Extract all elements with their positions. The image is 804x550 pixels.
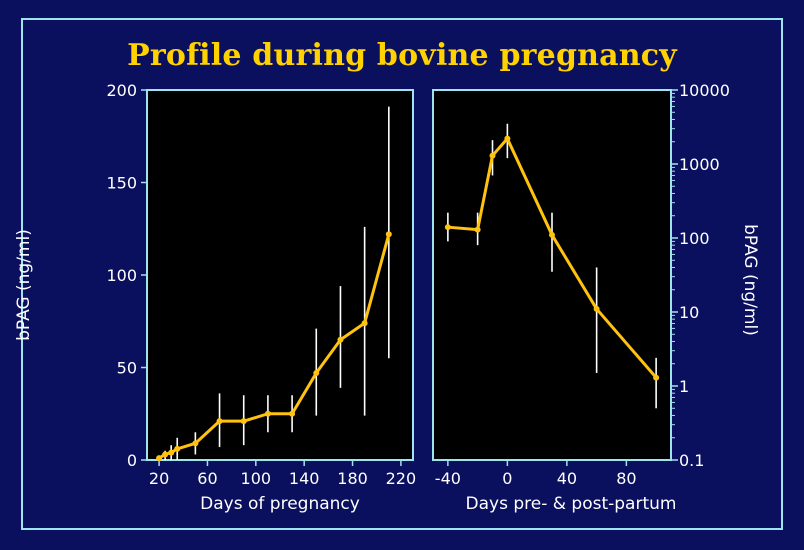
right-plot-area: [432, 89, 672, 461]
left-x-tick-label: 100: [241, 469, 272, 488]
left-y-axis-label: bPAG (ng/ml): [14, 229, 34, 341]
left-x-tick-label: 20: [149, 469, 169, 488]
right-x-tick-label: -40: [435, 469, 461, 488]
left-y-tick-label: 100: [106, 266, 137, 285]
left-plot-area: [146, 89, 414, 461]
right-data-point: [549, 231, 555, 238]
left-data-point: [240, 418, 247, 425]
right-y-tick-label: 0.1: [679, 451, 704, 470]
right-y-tick-label: 1000: [679, 155, 720, 174]
left-x-tick-label: 220: [386, 469, 417, 488]
left-data-point: [337, 336, 344, 343]
left-y-tick-label: 0: [127, 451, 137, 470]
right-y-tick-label: 10000: [679, 81, 730, 100]
left-chart: 0 50 100 150 200 20 60 100 140 180 220: [106, 81, 416, 488]
left-y-tick-label: 50: [117, 359, 137, 378]
left-data-point: [361, 320, 368, 327]
right-y-tick-label: 100: [679, 229, 710, 248]
left-data-point: [216, 418, 223, 425]
left-data-point: [156, 455, 163, 462]
left-data-point: [289, 410, 296, 417]
left-y-tick-label: 200: [106, 81, 137, 100]
left-data-point: [264, 410, 271, 417]
right-chart: 0.1 1 10 100 1000 10000 -40 0 40 80: [432, 81, 730, 488]
left-x-axis-label: Days of pregnancy: [200, 494, 360, 514]
right-x-tick-label: 40: [557, 469, 577, 488]
left-x-tick-label: 60: [197, 469, 217, 488]
right-y-tick-label: 1: [679, 377, 689, 396]
left-y-tick-label: 150: [106, 174, 137, 193]
right-y-tick-label: 10: [679, 303, 699, 322]
left-x-tick-label: 180: [337, 469, 368, 488]
left-data-point: [162, 451, 169, 458]
left-data-point: [313, 370, 320, 377]
left-data-point: [385, 231, 392, 238]
right-x-axis-label: Days pre- & post-partum: [465, 494, 677, 514]
right-data-point: [593, 305, 600, 312]
right-y-axis-label: bPAG (ng/ml): [740, 224, 760, 336]
slide-title: Profile during bovine pregnancy: [127, 38, 677, 73]
right-data-point: [504, 135, 511, 142]
right-x-tick-label: 0: [502, 469, 512, 488]
right-data-point: [489, 152, 496, 159]
outer-frame: [21, 18, 783, 530]
right-data-point: [653, 374, 660, 381]
right-data-point: [444, 224, 451, 231]
left-data-point: [174, 445, 181, 452]
right-x-tick-label: 80: [616, 469, 636, 488]
right-data-point: [474, 226, 481, 233]
left-data-point: [192, 440, 199, 447]
left-data-point: [168, 449, 175, 456]
left-x-tick-label: 140: [289, 469, 320, 488]
